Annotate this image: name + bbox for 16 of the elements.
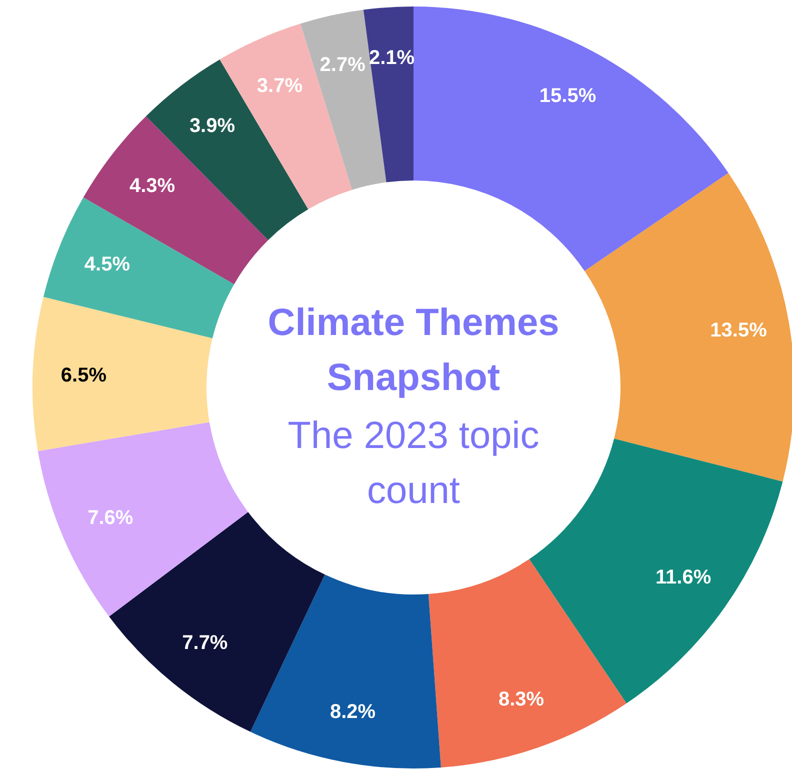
data-label: 3.9% bbox=[189, 114, 236, 137]
data-label: 2.1% bbox=[368, 47, 415, 70]
data-label: 6.5% bbox=[60, 364, 107, 387]
data-label: 4.3% bbox=[130, 174, 176, 197]
data-label: 4.5% bbox=[84, 254, 130, 276]
data-label: 15.5% bbox=[539, 84, 596, 107]
data-label: 13.5% bbox=[710, 319, 768, 342]
text: The 2023 topic count bbox=[288, 415, 540, 512]
data-label: 11.6% bbox=[656, 566, 712, 589]
data-label: 7.7% bbox=[182, 632, 228, 654]
data-label: 8.3% bbox=[498, 688, 544, 710]
data-label: 7.6% bbox=[88, 506, 134, 529]
data-label: 8.2% bbox=[330, 700, 376, 723]
text: Climate Themes Snapshot bbox=[268, 302, 560, 399]
data-label: 3.7% bbox=[256, 74, 303, 97]
data-label: 2.7% bbox=[320, 54, 366, 76]
